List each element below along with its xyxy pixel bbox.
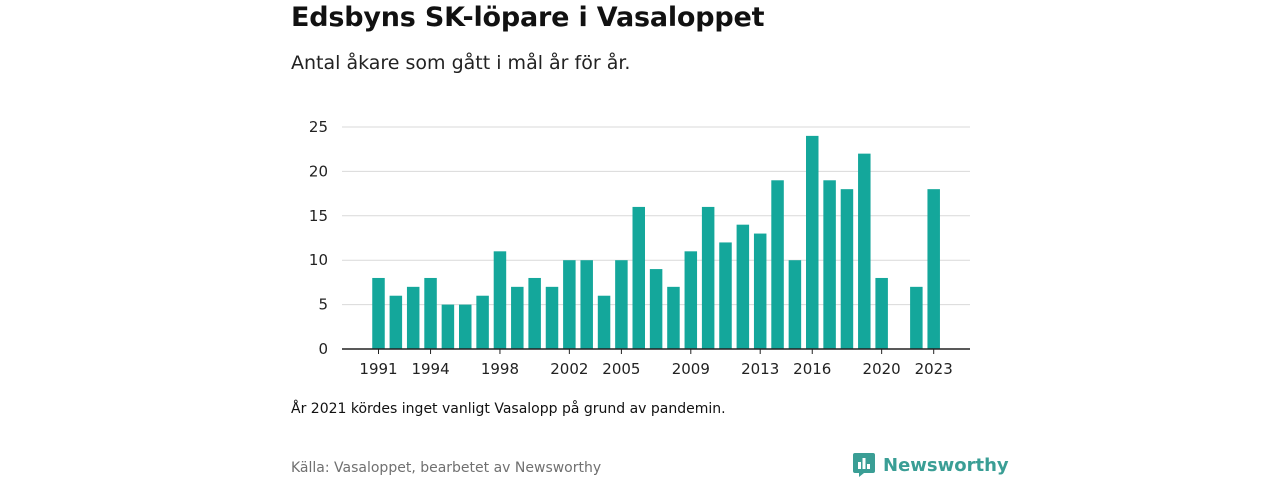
bar-2008	[667, 286, 680, 349]
bar-2004	[597, 295, 611, 349]
x-tick-label: 1991	[359, 360, 397, 378]
newsworthy-logo-icon	[853, 453, 875, 477]
y-tick-label: 20	[309, 162, 328, 180]
bar-2009	[684, 251, 698, 349]
bar-2000	[528, 277, 541, 349]
bar-1997	[476, 295, 489, 349]
x-tick-label: 2005	[602, 360, 640, 378]
y-tick-label: 0	[318, 340, 328, 358]
bar-2020	[875, 277, 888, 349]
bar-2023	[927, 189, 940, 349]
x-tick-label: 2013	[741, 360, 779, 378]
bar-2005	[615, 260, 628, 349]
bar-1999	[511, 286, 524, 349]
source-text: Källa: Vasaloppet, bearbetet av Newswort…	[291, 460, 602, 476]
bar-2011	[719, 242, 732, 349]
chart-subtitle: Antal åkare som gått i mål år för år.	[291, 52, 631, 74]
bar-2019	[858, 153, 871, 349]
bar-2010	[701, 206, 715, 349]
x-tick-label: 1998	[481, 360, 519, 378]
chart-note: År 2021 kördes inget vanligt Vasalopp på…	[291, 401, 726, 417]
bar-1994	[424, 277, 437, 349]
y-tick-label: 15	[309, 207, 328, 225]
x-tick-label: 2009	[672, 360, 710, 378]
bar-2018	[840, 189, 854, 349]
y-tick-label: 5	[318, 296, 328, 314]
bar-1996	[459, 304, 472, 349]
bar-2002	[563, 260, 576, 349]
y-tick-label: 10	[309, 251, 328, 269]
bar-2022	[910, 286, 923, 349]
x-tick-label: 2002	[550, 360, 588, 378]
bar-2013	[753, 233, 767, 349]
bar-2006	[632, 206, 645, 349]
bar-2012	[736, 224, 750, 349]
bar-1998	[493, 251, 507, 349]
chart-title: Edsbyns SK-löpare i Vasaloppet	[291, 2, 765, 33]
bar-2007	[649, 269, 663, 349]
y-tick-label: 25	[309, 118, 328, 136]
bar-2001	[545, 286, 559, 349]
bar-1992	[389, 295, 403, 349]
bar-2015	[788, 260, 802, 349]
bar-2017	[823, 180, 836, 349]
x-tick-label: 2016	[793, 360, 831, 378]
bar-2014	[771, 180, 784, 349]
bar-1995	[441, 304, 455, 349]
bar-chart: 0 5 10 15 20 25 1991 1994 1998 2002 2005 2009 2013 20…	[309, 118, 970, 378]
bar-2003	[580, 260, 593, 349]
bar-1993	[406, 286, 420, 349]
x-tick-label: 1994	[411, 360, 449, 378]
brand-logo[interactable]: Newsworthy	[853, 453, 1009, 477]
bar-2016	[806, 135, 819, 349]
bar-1991	[372, 277, 385, 349]
x-tick-label: 2023	[915, 360, 953, 378]
x-tick-label: 2020	[863, 360, 901, 378]
brand-name: Newsworthy	[883, 454, 1009, 476]
